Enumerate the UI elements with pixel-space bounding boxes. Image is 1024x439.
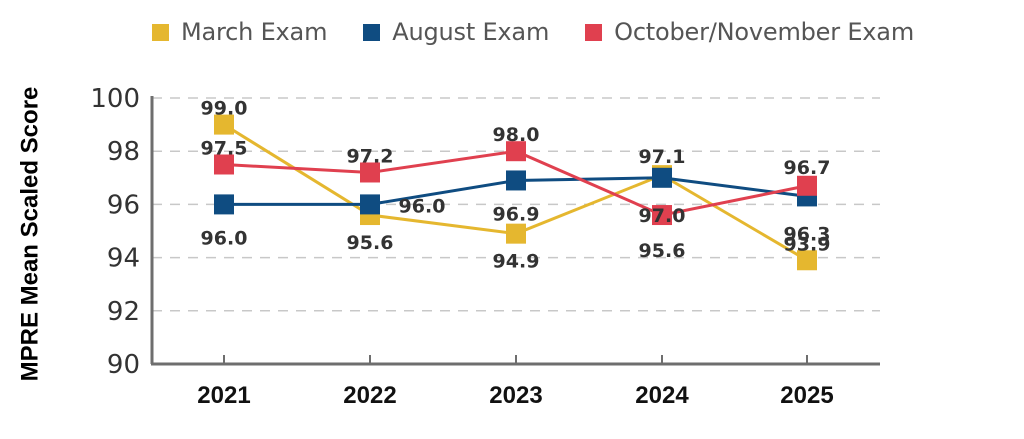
legend-label: August Exam xyxy=(392,18,550,46)
legend-item: October/November Exam xyxy=(585,18,914,46)
data-label: 97.5 xyxy=(201,138,248,160)
data-label: 97.0 xyxy=(639,205,686,227)
y-tick-label: 94 xyxy=(107,244,140,274)
legend-swatch-icon xyxy=(363,23,381,41)
y-tick-label: 100 xyxy=(90,84,140,114)
legend: March Exam August Exam October/November Ex… xyxy=(152,14,950,50)
legend-swatch-icon xyxy=(152,23,169,41)
x-tick-label: 2023 xyxy=(489,382,542,409)
data-label: 96.0 xyxy=(399,195,446,217)
y-tick-label: 98 xyxy=(107,137,140,167)
data-label: 97.2 xyxy=(347,145,394,167)
data-marker xyxy=(506,223,526,244)
data-label: 95.6 xyxy=(639,240,686,262)
x-tick-label: 2022 xyxy=(343,382,396,409)
data-label: 95.6 xyxy=(347,232,394,254)
data-marker xyxy=(360,162,380,183)
data-marker xyxy=(214,154,234,175)
y-tick-label: 90 xyxy=(107,350,140,380)
data-marker xyxy=(652,205,672,226)
legend-label: March Exam xyxy=(181,18,328,46)
legend-item: August Exam xyxy=(363,18,549,46)
data-label: 93.9 xyxy=(784,233,831,255)
data-marker xyxy=(214,194,234,215)
data-label: 96.0 xyxy=(201,227,248,249)
y-tick-label: 96 xyxy=(107,190,140,220)
data-marker xyxy=(652,167,672,188)
data-label: 96.3 xyxy=(784,223,831,245)
data-label: 97.1 xyxy=(639,146,686,168)
legend-label: October/November Exam xyxy=(614,18,914,46)
data-label: 96.9 xyxy=(493,203,540,225)
data-marker xyxy=(506,170,526,191)
data-marker xyxy=(506,141,526,162)
data-label: 99.0 xyxy=(201,98,248,120)
x-tick-label: 2024 xyxy=(635,382,689,409)
data-label: 96.7 xyxy=(784,157,831,179)
data-marker xyxy=(797,175,817,196)
x-tick-label: 2025 xyxy=(780,382,833,409)
legend-item: March Exam xyxy=(152,18,327,46)
data-marker xyxy=(214,114,234,135)
data-label: 94.9 xyxy=(493,251,540,273)
data-marker xyxy=(360,194,380,215)
legend-swatch-icon xyxy=(585,23,603,41)
data-label: 98.0 xyxy=(493,124,540,146)
y-tick-label: 92 xyxy=(107,297,140,327)
data-marker xyxy=(797,250,817,271)
x-tick-label: 2021 xyxy=(197,382,250,409)
